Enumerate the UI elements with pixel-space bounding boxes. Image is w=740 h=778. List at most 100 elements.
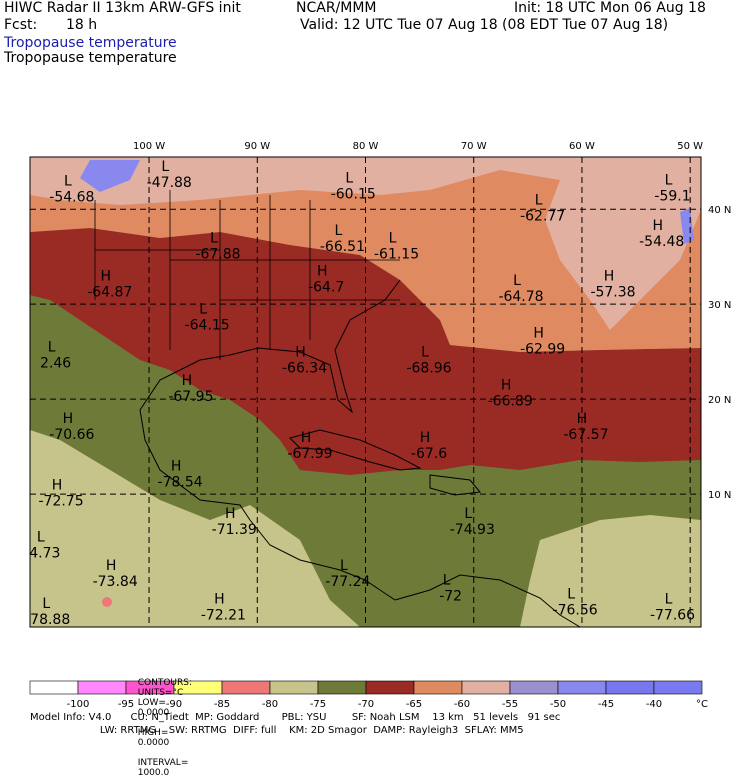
lat-lon-grid [30, 157, 701, 627]
extremum-marker: L-68.96 [406, 344, 451, 376]
state-borders [94, 190, 400, 360]
extremum-value: -54.68 [49, 189, 94, 205]
extremum-type: H [63, 411, 74, 427]
extremum-marker: L-60.15 [331, 171, 376, 203]
extremum-type: L [567, 587, 575, 603]
extremum-value: -72 [439, 588, 462, 604]
colorbar-tick-label: -55 [502, 699, 518, 710]
extremum-marker: L-64.15 [185, 302, 230, 334]
contours-low-value: 0.0000 [137, 708, 170, 718]
extremum-type: H [533, 325, 544, 341]
extremum-marker: H-57.38 [590, 268, 635, 300]
extremum-marker: H-66.34 [282, 344, 327, 376]
extremum-marker: H-66.89 [488, 378, 533, 410]
colorbar-tick-label: -95 [118, 699, 134, 710]
extremum-value: -77.24 [325, 574, 370, 590]
lon-label: 90 W [244, 141, 270, 152]
extremum-type: H [301, 430, 312, 446]
extremum-marker: L-64.78 [498, 273, 543, 305]
extremum-value: -64.15 [185, 318, 230, 334]
extremum-value: 2.46 [40, 356, 71, 372]
extremum-value: -47.88 [147, 175, 192, 191]
contours-units: UNITS=°C [137, 688, 184, 698]
extremum-marker: H-67.95 [168, 373, 213, 405]
extremum-marker: L78.88 [30, 596, 70, 628]
extremum-marker: L-67.88 [195, 230, 240, 262]
extremum-marker: H-73.84 [93, 558, 138, 590]
extremum-type: H [652, 218, 663, 234]
lat-label: 10 N [708, 490, 731, 501]
colorbar: -100 -95 -90 -85 -80 -75 -70 -65 -60 -55 -50 -45 -40… [29, 680, 708, 710]
colorbar-tick-label: -45 [598, 699, 614, 710]
extremum-value: -62.77 [520, 208, 565, 224]
extremum-type: H [501, 378, 512, 394]
colorbar-swatch [269, 680, 319, 695]
extremum-value: -64.7 [308, 280, 344, 296]
extremum-type: H [420, 430, 431, 446]
extremum-type: L [665, 173, 673, 189]
lon-label: 100 W [133, 141, 165, 152]
colorbar-tick-label: -70 [358, 699, 374, 710]
extremum-type: L [42, 596, 50, 612]
extremum-value: -72.75 [38, 493, 83, 509]
extremum-marker: L-62.77 [520, 192, 565, 224]
extremum-type: H [182, 373, 193, 389]
extremum-marker: H-67.6 [411, 430, 447, 462]
extremum-marker: L-59.1 [654, 173, 690, 205]
field-title-secondary: Tropopause temperature [4, 50, 177, 66]
extremum-value: -67.6 [411, 446, 447, 462]
extremum-value: -66.51 [320, 239, 365, 255]
extremum-type: H [214, 591, 225, 607]
extremum-type: L [210, 230, 218, 246]
region-blue [80, 160, 140, 192]
extremum-value: -62.99 [520, 341, 565, 357]
contours-interval-label: INTERVAL= [137, 758, 189, 768]
extremum-value: 78.88 [30, 612, 70, 628]
extremum-marker: H-64.7 [308, 264, 344, 296]
colorbar-swatch [77, 680, 127, 695]
colorbar-swatch [413, 680, 463, 695]
extremum-marker: H-64.87 [87, 268, 132, 300]
extremum-value: -64.78 [498, 289, 543, 305]
extremum-type: H [295, 344, 306, 360]
extremum-type: L [37, 530, 45, 546]
extrema-labels: L-47.88L-54.68L-60.15 L-62.77L-59.1H-54.4… [29, 159, 695, 628]
extremum-type: L [535, 192, 543, 208]
extremum-value: -59.1 [654, 189, 690, 205]
model-info-line-1: Model Info: V4.0 CU: N_Tiedt MP: Goddard… [30, 712, 561, 723]
extremum-marker: L-61.15 [374, 230, 419, 262]
colorbar-tick-label: -100 [67, 699, 90, 710]
extremum-value: -78.54 [158, 474, 203, 490]
extremum-marker: H-67.99 [287, 430, 332, 462]
extremum-type: H [317, 264, 328, 280]
colorbar-tick-label: -65 [406, 699, 422, 710]
extremum-value: -74.93 [450, 522, 495, 538]
lon-label: 80 W [353, 141, 379, 152]
extremum-type: L [64, 173, 72, 189]
extremum-marker: H-72.21 [201, 591, 246, 623]
extremum-value: -67.57 [563, 427, 608, 443]
colorbar-tick-label: -40 [646, 699, 662, 710]
colorbar-swatch [557, 680, 607, 695]
extremum-marker: H-71.39 [212, 506, 257, 538]
extremum-type: L [48, 340, 56, 356]
colorbar-unit: °C [696, 699, 708, 710]
extremum-type: H [225, 506, 236, 522]
extremum-type: L [421, 344, 429, 360]
extremum-type: H [52, 477, 63, 493]
forecast-hour: 18 h [66, 17, 98, 33]
contours-low-label: LOW= [137, 698, 166, 708]
colorbar-tick-label: -50 [550, 699, 566, 710]
coastline-gulf [139, 279, 401, 601]
extremum-marker: H-70.66 [49, 411, 94, 443]
colorbar-tick-label: -60 [454, 699, 470, 710]
extremum-value: 4.73 [29, 546, 60, 562]
colorbar-tick-label: -85 [214, 699, 230, 710]
extremum-value: -54.48 [639, 234, 684, 250]
extremum-type: L [389, 230, 397, 246]
extremum-value: -67.95 [168, 389, 213, 405]
lon-label: 70 W [461, 141, 487, 152]
contours-high-label: HIGH= [137, 728, 169, 738]
extremum-value: -66.89 [488, 394, 533, 410]
extremum-type: L [464, 506, 472, 522]
